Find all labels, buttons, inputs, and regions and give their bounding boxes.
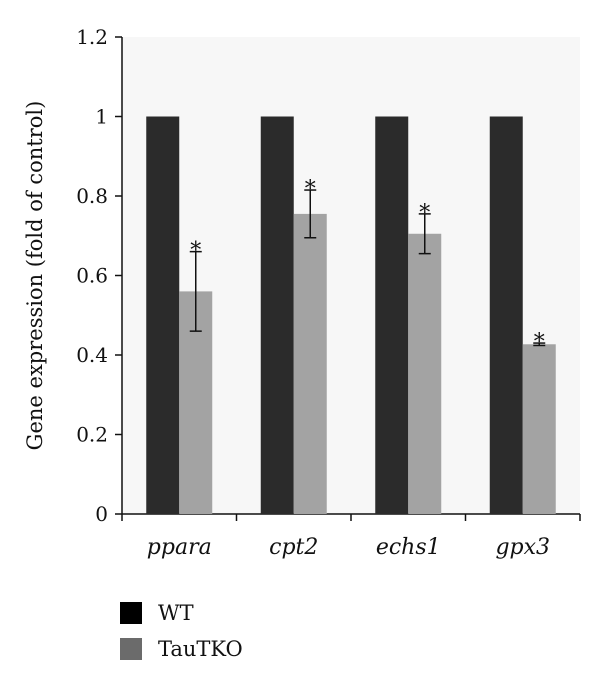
legend-swatch-tautko (120, 638, 142, 660)
x-tick-label-echs1: echs1 (376, 535, 441, 560)
y-tick-label: 0.2 (76, 423, 108, 447)
x-tick-label-gpx3: gpx3 (495, 535, 550, 560)
y-tick-label: 1 (95, 105, 108, 129)
significance-mark-echs1: * (419, 201, 430, 226)
legend-item-tautko: TauTKO (120, 634, 243, 664)
x-tick-label-ppara: ppara (147, 535, 212, 560)
x-axis: ppara cpt2 echs1 gpx3 (121, 513, 581, 560)
y-tick-label: 0.6 (76, 264, 108, 288)
legend-swatch-wt (120, 602, 142, 624)
bars: * * * * (146, 116, 556, 514)
y-axis: 0 0.2 0.4 0.6 0.8 1 1.2 (76, 25, 123, 526)
y-tick-label: 0.4 (76, 343, 108, 367)
bar-tautko-echs1 (408, 233, 442, 514)
significance-mark-cpt2: * (305, 177, 316, 202)
bar-wt-echs1 (375, 116, 409, 514)
legend: WT TauTKO (120, 598, 243, 670)
bar-wt-ppara (146, 116, 180, 514)
x-tick-label-cpt2: cpt2 (269, 535, 318, 560)
bar-wt-gpx3 (489, 116, 523, 514)
legend-item-wt: WT (120, 598, 243, 628)
bar-tautko-cpt2 (293, 213, 327, 514)
significance-mark-gpx3: * (534, 330, 545, 355)
y-tick-label: 0.8 (76, 184, 108, 208)
legend-label-wt: WT (158, 601, 194, 625)
legend-label-tautko: TauTKO (158, 637, 243, 661)
significance-mark-ppara: * (190, 239, 201, 264)
y-tick-label: 0 (95, 502, 108, 526)
bar-tautko-gpx3 (522, 344, 556, 514)
bar-wt-cpt2 (260, 116, 294, 514)
y-axis-label: Gene expression (fold of control) (23, 101, 47, 451)
y-tick-label: 1.2 (76, 25, 108, 49)
